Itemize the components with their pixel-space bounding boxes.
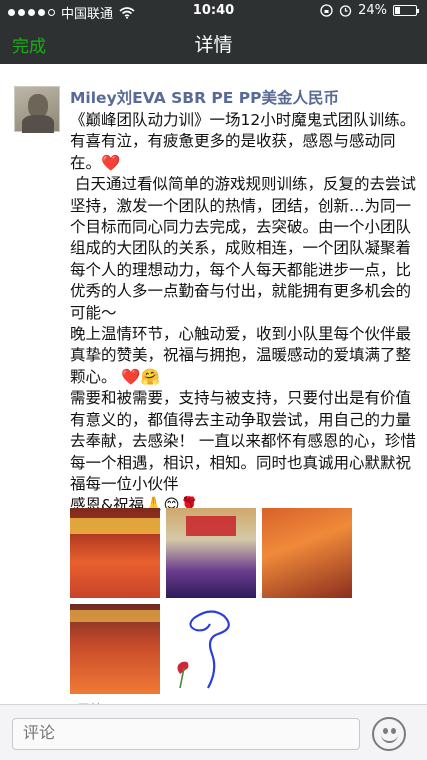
author-name[interactable]: Miley刘EVA SBR PE PP美金人民币 (70, 89, 339, 107)
photo-thumbnail[interactable] (70, 508, 160, 598)
done-button[interactable]: 完成 (12, 37, 46, 57)
avatar[interactable] (14, 86, 60, 133)
battery-icon (393, 5, 419, 16)
carrier-label: 中国联通 (61, 7, 114, 22)
moment-detail: Miley刘EVA SBR PE PP美金人民币 《巅峰团队动力训》一场12小时… (0, 64, 427, 704)
photo-thumbnail[interactable] (166, 604, 256, 694)
battery-percent: 24% (358, 3, 387, 18)
ribbon-rose-illustration (177, 610, 230, 689)
comment-bar (0, 704, 427, 760)
rotation-lock-icon (320, 4, 333, 17)
nav-bar: 完成 详情 (0, 22, 427, 64)
photo-thumbnail[interactable] (70, 604, 160, 694)
page-title: 详情 (194, 34, 233, 56)
wifi-icon (119, 6, 135, 19)
post-paragraph: 白天通过看似简单的游戏规则训练，反复的去尝试坚持，激发一个团队的热情，团结，创新… (70, 175, 416, 322)
photo-thumbnail[interactable] (262, 508, 352, 598)
top-bar: 中国联通 10:40 24% 完成 详情 (0, 0, 427, 64)
photo-thumbnail[interactable] (166, 508, 256, 598)
status-bar: 中国联通 10:40 24% (0, 0, 427, 22)
post-paragraph: 《巅峰团队动力训》一场12小时魔鬼式团队训练。有喜有泣，有疲惫更多的是收获，感恩… (70, 111, 416, 172)
post-text: 《巅峰团队动力训》一场12小时魔鬼式团队训练。有喜有泣，有疲惫更多的是收获，感恩… (70, 110, 416, 517)
post-paragraph: 需要和被需要，支持与被支持，只要付出是有价值有意义的，都值得去主动争取尝试，用自… (70, 389, 416, 493)
alarm-icon (339, 5, 352, 17)
emoji-icon[interactable] (372, 717, 406, 751)
signal-strength-icon (8, 9, 55, 16)
clock: 10:40 (192, 3, 235, 18)
comment-input[interactable] (12, 718, 360, 750)
post-paragraph: 晚上温情环节，心触动爱，收到小队里每个伙伴最真挚的赞美，祝福与拥抱，温暖感动的爱… (70, 325, 412, 386)
